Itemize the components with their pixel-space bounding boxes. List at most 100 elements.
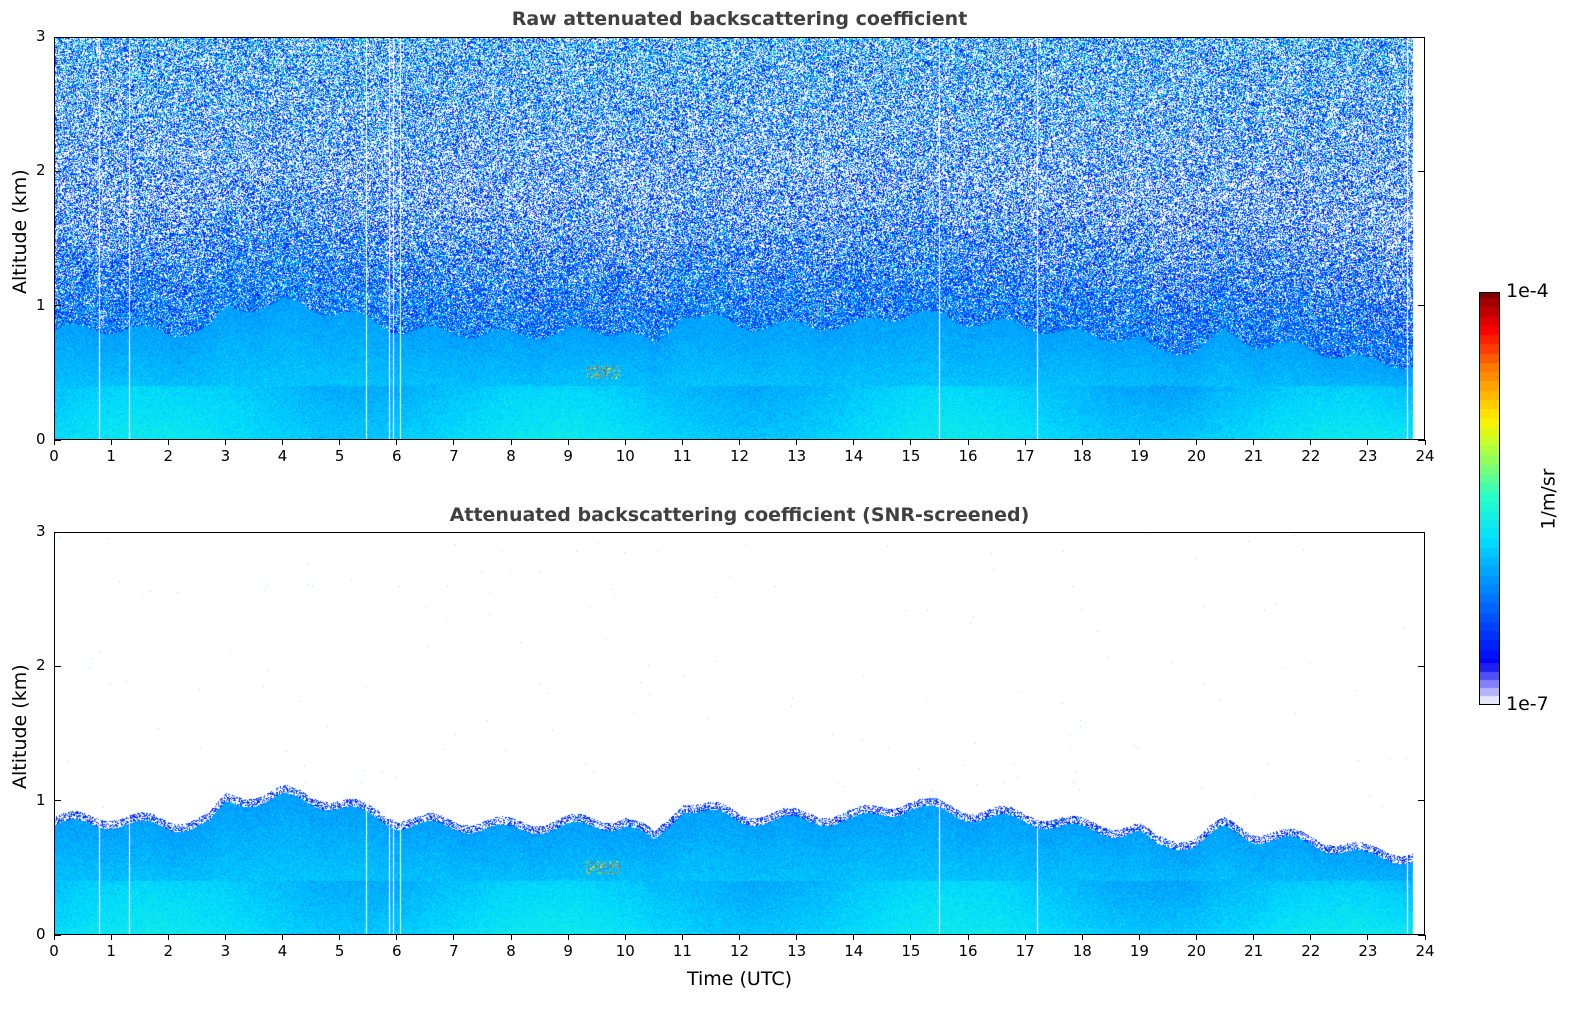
x-tick-label: 11 <box>672 447 692 465</box>
y-tick-mark <box>54 531 61 533</box>
x-tick-mark <box>1196 935 1197 940</box>
x-axis-label: Time (UTC) <box>686 968 793 990</box>
x-tick-label: 20 <box>1186 447 1207 465</box>
x-tick-mark <box>510 935 512 940</box>
y-tick-label: 2 <box>36 656 46 675</box>
x-tick-label: 5 <box>334 447 345 465</box>
y-tick-mark <box>54 800 61 802</box>
y-tick-label: 1 <box>36 790 46 809</box>
top-plot-area <box>54 37 1425 440</box>
x-tick-label: 21 <box>1244 447 1264 465</box>
y-tick-label: 1 <box>36 295 46 314</box>
x-tick-mark <box>681 440 683 445</box>
y-tick-mark <box>54 439 61 441</box>
x-tick-label: 3 <box>220 942 231 960</box>
x-tick-mark <box>739 935 740 940</box>
x-tick-mark <box>1081 440 1083 445</box>
x-tick-mark <box>396 440 398 445</box>
x-tick-mark <box>967 440 969 445</box>
x-tick-label: 3 <box>220 447 231 465</box>
raw-backscatter-heatmap <box>55 38 1424 439</box>
x-tick-label: 23 <box>1358 447 1378 465</box>
y-tick-mark <box>1418 36 1425 38</box>
x-tick-mark <box>396 935 398 940</box>
x-tick-mark <box>1253 935 1255 940</box>
x-tick-mark <box>910 440 912 445</box>
x-tick-mark <box>910 935 912 940</box>
x-tick-mark <box>1081 935 1083 940</box>
x-tick-mark <box>453 935 455 940</box>
x-tick-mark <box>339 440 341 445</box>
x-tick-label: 1 <box>106 447 116 465</box>
y-tick-mark <box>1418 934 1425 936</box>
y-tick-mark <box>54 665 61 667</box>
x-tick-label: 24 <box>1415 942 1435 960</box>
x-tick-mark <box>796 935 798 940</box>
x-tick-mark <box>853 935 855 940</box>
y-tick-mark <box>1418 665 1425 667</box>
x-tick-mark <box>453 440 455 445</box>
x-tick-label: 10 <box>615 942 635 960</box>
x-tick-label: 9 <box>563 447 573 465</box>
x-tick-label: 13 <box>787 942 807 960</box>
x-tick-label: 6 <box>391 942 402 960</box>
x-tick-label: 7 <box>449 447 459 465</box>
x-tick-mark <box>1310 440 1312 445</box>
colorbar <box>1479 292 1500 705</box>
x-tick-mark <box>110 440 112 445</box>
x-tick-mark <box>624 935 626 940</box>
x-tick-label: 13 <box>787 447 807 465</box>
x-tick-label: 0 <box>49 447 59 465</box>
y-tick-mark <box>54 36 61 38</box>
y-tick-mark <box>54 934 61 936</box>
x-tick-mark <box>224 440 226 445</box>
x-tick-label: 4 <box>277 447 288 465</box>
x-tick-label: 19 <box>1129 942 1149 960</box>
x-tick-label: 6 <box>391 447 402 465</box>
y-tick-mark <box>54 305 61 307</box>
x-tick-label: 2 <box>163 447 174 465</box>
x-tick-label: 15 <box>901 942 921 960</box>
x-tick-mark <box>1367 440 1369 445</box>
x-tick-label: 0 <box>49 942 59 960</box>
x-tick-label: 23 <box>1358 942 1378 960</box>
x-tick-mark <box>282 440 283 445</box>
x-tick-mark <box>110 935 112 940</box>
x-tick-mark <box>681 935 683 940</box>
x-tick-label: 4 <box>277 942 288 960</box>
x-tick-mark <box>796 440 798 445</box>
x-tick-label: 5 <box>334 942 345 960</box>
x-tick-mark <box>1310 935 1312 940</box>
x-tick-label: 9 <box>563 942 573 960</box>
bottom-plot-title: Attenuated backscattering coefficient (S… <box>449 504 1030 526</box>
x-tick-mark <box>282 935 283 940</box>
bottom-y-axis-label: Altitude (km) <box>9 664 31 789</box>
colorbar-label: 1/m/sr <box>1537 468 1560 530</box>
x-tick-label: 16 <box>958 942 978 960</box>
y-tick-mark <box>1418 800 1425 802</box>
x-tick-mark <box>1024 935 1026 940</box>
y-tick-mark <box>54 170 61 172</box>
x-tick-label: 15 <box>901 447 921 465</box>
x-tick-label: 18 <box>1072 447 1092 465</box>
x-tick-mark <box>224 935 226 940</box>
x-tick-label: 12 <box>729 942 750 960</box>
x-tick-label: 17 <box>1015 447 1035 465</box>
x-tick-mark <box>1138 935 1140 940</box>
x-tick-label: 11 <box>672 942 692 960</box>
x-tick-label: 16 <box>958 447 978 465</box>
x-tick-mark <box>1367 935 1369 940</box>
x-tick-mark <box>567 440 569 445</box>
x-tick-label: 22 <box>1301 942 1321 960</box>
y-tick-mark <box>1418 170 1425 172</box>
x-tick-mark <box>739 440 740 445</box>
x-tick-mark <box>1196 440 1197 445</box>
x-tick-label: 22 <box>1301 447 1321 465</box>
x-tick-mark <box>53 935 55 940</box>
x-tick-mark <box>967 935 969 940</box>
x-tick-mark <box>339 935 341 940</box>
x-tick-mark <box>1024 440 1026 445</box>
y-tick-mark <box>1418 439 1425 441</box>
x-tick-mark <box>1424 935 1426 940</box>
x-tick-label: 21 <box>1244 942 1264 960</box>
